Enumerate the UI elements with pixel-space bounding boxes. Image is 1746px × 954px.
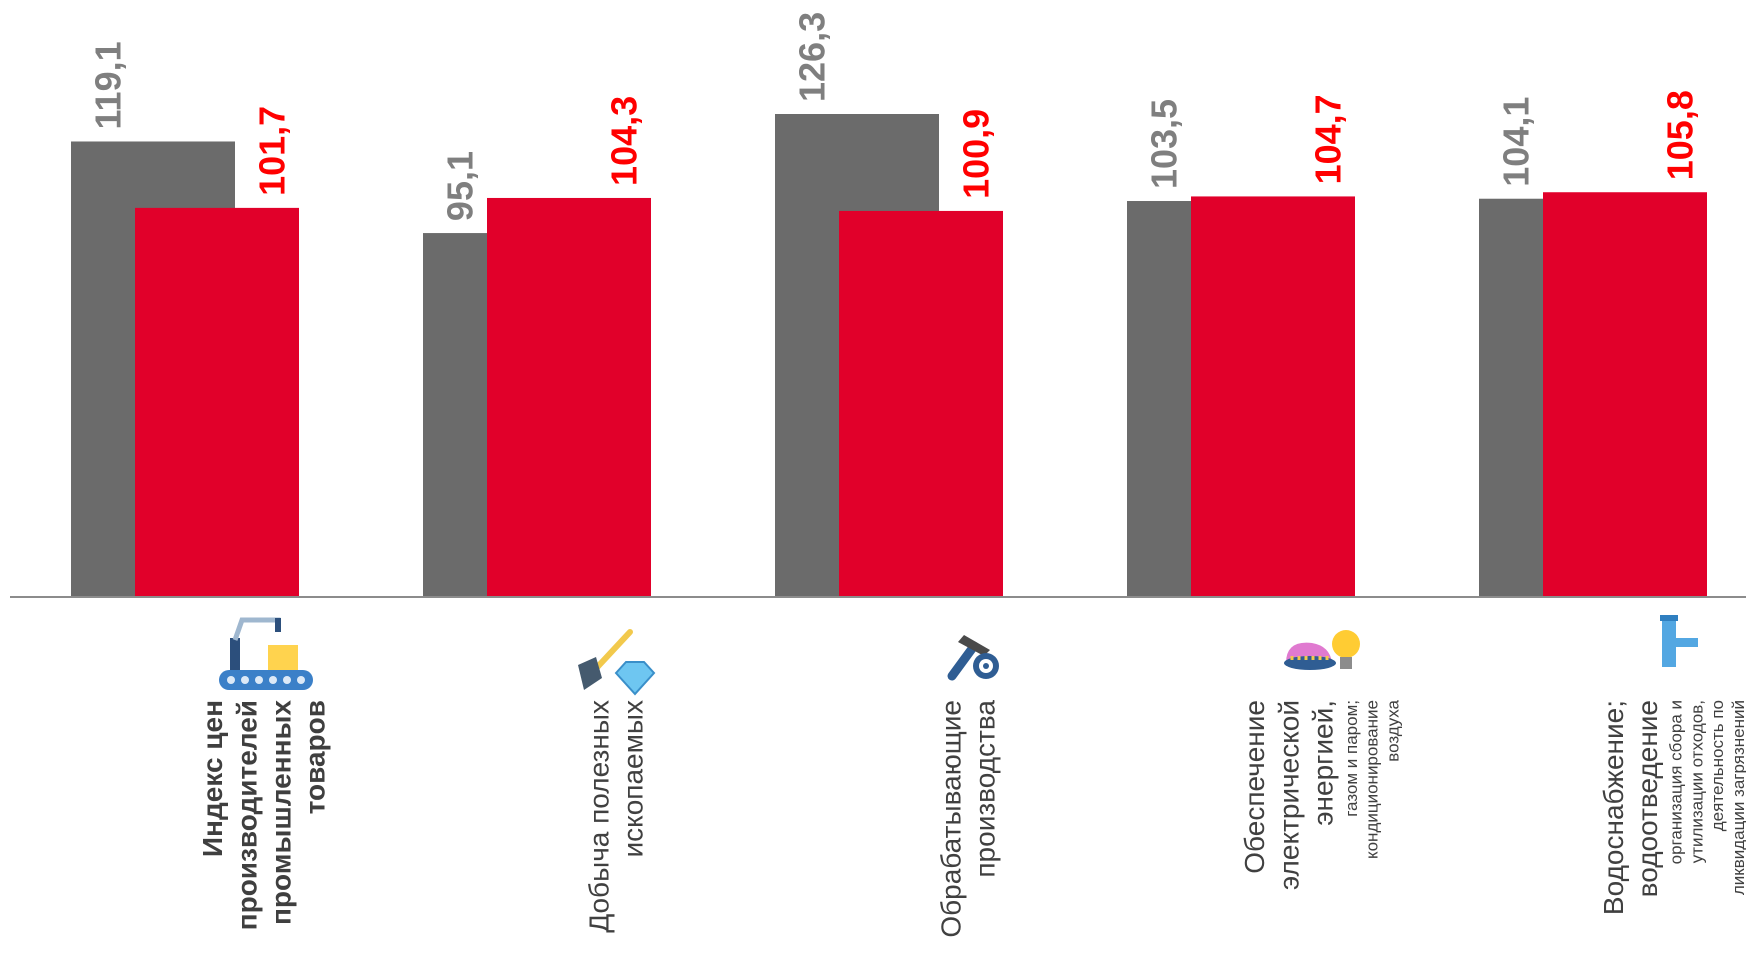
value-label-gray-2: 126,3 [792,12,833,102]
category-label-1-line-1: ископаемых [617,700,648,857]
category-label-4-line-1: водоотведение [1632,700,1663,897]
category-label-0-line-0: Индекс цен [197,700,228,857]
value-label-gray-1: 95,1 [440,151,481,221]
category-label-4-line-3: утилизации отходов, [1687,700,1706,863]
category-label-3-line-1: электрической [1273,700,1304,890]
bar-red-4 [1543,192,1707,596]
category-label-1-line-0: Добыча полезных [583,700,614,933]
bar-red-3 [1191,196,1355,596]
value-label-gray-0: 119,1 [88,41,129,129]
water-pipe-icon [1660,615,1698,667]
category-labels-layer: Индекс цен производителей промышленных това… [197,615,1746,938]
bar-red-0 [135,207,299,597]
value-labels-layer: 119,1 101,7 95,1 104,3 126,3 100,9 103,5 104,7 1… [88,12,1701,221]
category-label-2-line-0: Обрабатывающие [935,700,966,938]
value-label-red-2: 100,9 [956,109,997,199]
gas-lightbulb-icon [1284,630,1360,670]
factory-robot-icon [219,617,313,690]
category-label-3-line-5: воздуха [1383,699,1402,761]
value-label-red-4: 105,8 [1660,90,1701,180]
bar-red-1 [487,197,651,596]
bar-red-2 [839,210,1003,597]
value-label-gray-3: 103,5 [1144,99,1185,189]
category-label-4-line-2: организация сбора и [1667,700,1686,864]
category-label-3-line-2: энергией, [1307,700,1338,826]
category-label-4-line-4: деятельность по [1708,700,1727,831]
shovel-diamond-icon [578,629,656,696]
value-label-red-1: 104,3 [604,96,645,186]
value-label-red-0: 101,7 [252,106,293,196]
category-label-4-line-0: Водоснабжение; [1598,700,1629,915]
hammer-gear-icon [947,635,999,681]
value-label-gray-4: 104,1 [1496,97,1537,187]
value-label-red-3: 104,7 [1308,94,1349,184]
category-label-2-line-1: производства [969,700,1000,878]
category-label-3-line-0: Обеспечение [1239,700,1270,874]
category-label-3-line-4: кондиционирование [1363,700,1382,859]
category-label-0-line-3: товаров [300,700,331,814]
category-label-0-line-1: производителей [231,700,262,930]
category-label-4-line-5: ликвидации загрязнений [1729,700,1746,895]
category-label-3-line-3: газом и паром; [1342,700,1361,817]
category-label-0-line-2: промышленных [265,700,296,925]
bars-layer [71,114,1707,597]
